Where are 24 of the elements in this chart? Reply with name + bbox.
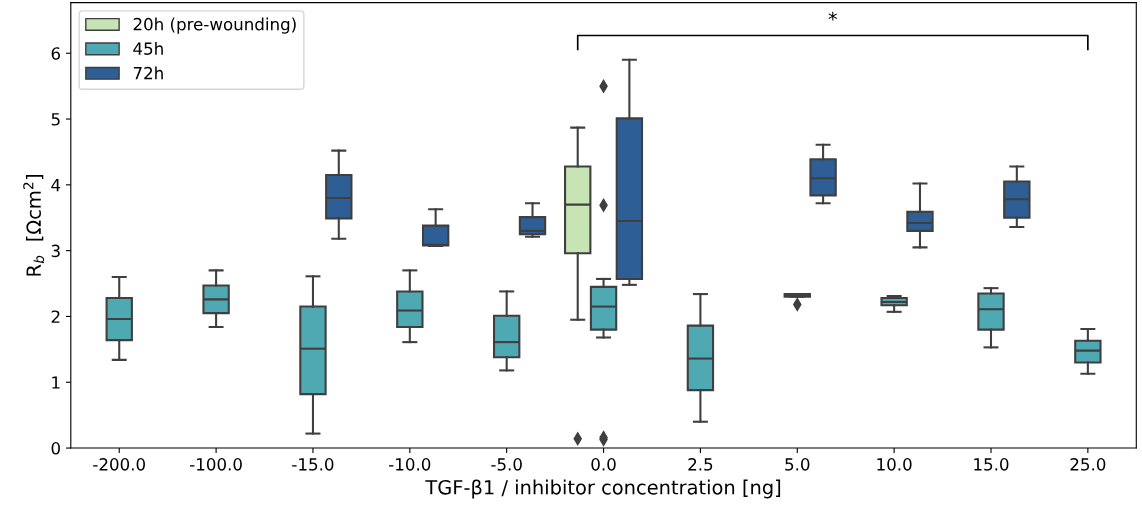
x-tick-label: -5.0 xyxy=(491,458,522,471)
x-tick-label: -200.0 xyxy=(93,458,145,471)
x-tick-label: -15.0 xyxy=(292,458,334,471)
y-tick-label: 2 xyxy=(51,310,60,323)
y-axis-title: R$_{b}$ [Ωcm$^{2}$] xyxy=(23,174,45,276)
legend-label: 20h (pre-wounding) xyxy=(133,17,296,34)
x-tick-label: 5.0 xyxy=(785,458,810,471)
legend-label: 72h xyxy=(133,66,163,80)
y-tick-label: 1 xyxy=(52,376,60,389)
x-tick-label: 10.0 xyxy=(877,458,912,471)
x-tick-label: 2.5 xyxy=(688,458,713,471)
x-tick-label: 15.0 xyxy=(974,458,1009,471)
y-tick-label: 0 xyxy=(51,442,60,455)
x-axis-title: TGF-β1 / inhibitor concentration [ng] xyxy=(425,479,781,499)
y-tick-label: 4 xyxy=(51,179,61,192)
legend-label: 45h xyxy=(133,42,163,55)
x-tick-label: -10.0 xyxy=(389,458,431,471)
y-tick-label: 6 xyxy=(51,47,61,60)
x-tick-label: 0.0 xyxy=(591,458,616,471)
y-tick-label: 5 xyxy=(51,113,60,126)
y-tick-label: 3 xyxy=(51,244,60,258)
x-tick-label: -100.0 xyxy=(190,458,242,471)
x-tick-label: 25.0 xyxy=(1070,458,1106,471)
annotation: * xyxy=(828,11,838,21)
